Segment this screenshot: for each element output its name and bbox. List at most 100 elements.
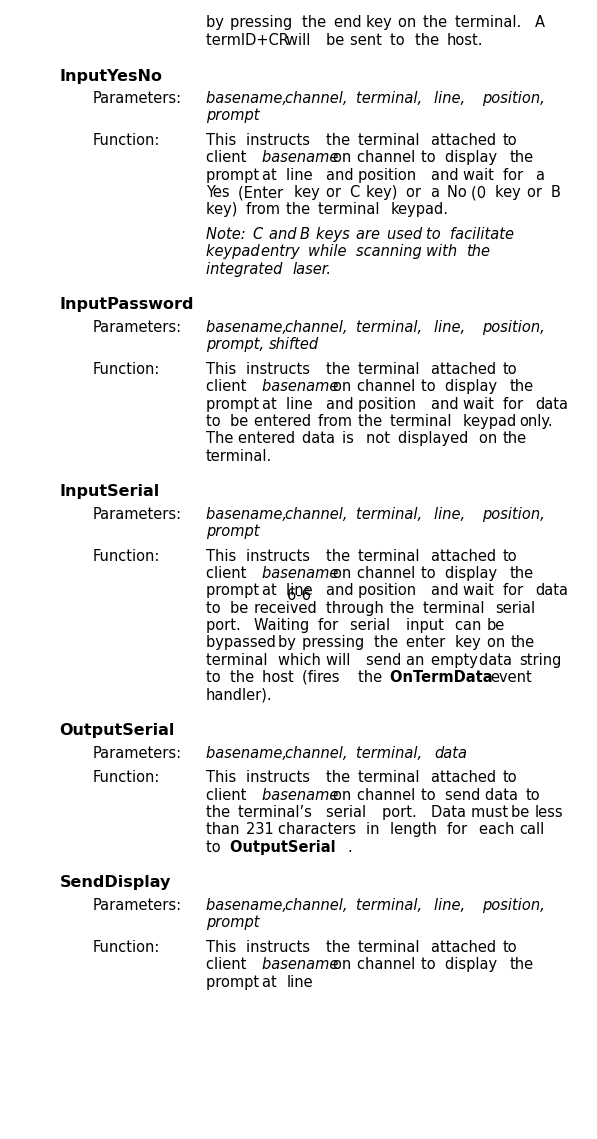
- Text: This: This: [206, 362, 241, 377]
- Text: prompt: prompt: [206, 108, 260, 123]
- Text: client: client: [206, 150, 251, 165]
- Text: line: line: [286, 975, 313, 990]
- Text: bypassed: bypassed: [206, 636, 281, 650]
- Text: the: the: [466, 245, 490, 260]
- Text: the: the: [327, 362, 355, 377]
- Text: terminal: terminal: [318, 203, 384, 218]
- Text: Note:: Note:: [206, 227, 250, 241]
- Text: Parameters:: Parameters:: [93, 507, 181, 522]
- Text: to: to: [503, 549, 518, 564]
- Text: at: at: [262, 583, 282, 598]
- Text: the: the: [390, 600, 419, 616]
- Text: entered: entered: [254, 413, 316, 429]
- Text: prompt: prompt: [206, 975, 264, 990]
- Text: attached: attached: [430, 770, 500, 786]
- Text: length: length: [390, 822, 442, 837]
- Text: InputYesNo: InputYesNo: [60, 68, 163, 83]
- Text: basename,: basename,: [206, 507, 291, 522]
- Text: pressing: pressing: [302, 636, 369, 650]
- Text: InputSerial: InputSerial: [60, 484, 160, 499]
- Text: client: client: [206, 788, 251, 803]
- Text: key): key): [206, 203, 242, 218]
- Text: while: while: [308, 245, 352, 260]
- Text: port.: port.: [383, 805, 422, 820]
- Text: key): key): [367, 185, 402, 200]
- Text: channel,: channel,: [285, 746, 352, 761]
- Text: channel: channel: [357, 379, 420, 394]
- Text: keypad.: keypad.: [390, 203, 448, 218]
- Text: be: be: [487, 618, 505, 633]
- Text: each: each: [479, 822, 519, 837]
- Text: facilitate: facilitate: [450, 227, 514, 241]
- Text: OutputSerial: OutputSerial: [230, 839, 341, 854]
- Text: for: for: [503, 583, 528, 598]
- Text: instructs: instructs: [246, 133, 315, 148]
- Text: prompt,: prompt,: [206, 337, 269, 352]
- Text: be: be: [230, 600, 253, 616]
- Text: This: This: [206, 770, 241, 786]
- Text: and: and: [430, 396, 463, 411]
- Text: through: through: [327, 600, 389, 616]
- Text: key: key: [367, 16, 397, 31]
- Text: to: to: [503, 770, 518, 786]
- Text: wait: wait: [463, 583, 498, 598]
- Text: the: the: [302, 16, 331, 31]
- Text: the: the: [509, 379, 534, 394]
- Text: serial: serial: [327, 805, 371, 820]
- Text: wait: wait: [463, 396, 498, 411]
- Text: terminal: terminal: [358, 770, 424, 786]
- Text: Parameters:: Parameters:: [93, 746, 181, 761]
- Text: a: a: [430, 185, 444, 200]
- Text: basename: basename: [262, 379, 343, 394]
- Text: by: by: [278, 636, 301, 650]
- Text: instructs: instructs: [246, 549, 315, 564]
- Text: terminal,: terminal,: [356, 91, 426, 106]
- Text: terminal: terminal: [206, 653, 272, 667]
- Text: display: display: [445, 379, 502, 394]
- Text: for: for: [503, 396, 528, 411]
- Text: terminal: terminal: [358, 362, 424, 377]
- Text: be: be: [511, 805, 534, 820]
- Text: sent: sent: [350, 33, 387, 48]
- Text: used: used: [387, 227, 427, 241]
- Text: at: at: [262, 396, 282, 411]
- Text: Data: Data: [430, 805, 470, 820]
- Text: terminal,: terminal,: [356, 746, 426, 761]
- Text: position: position: [358, 396, 421, 411]
- Text: to: to: [503, 940, 518, 954]
- Text: keys: keys: [316, 227, 355, 241]
- Text: on: on: [333, 379, 356, 394]
- Text: client: client: [206, 566, 251, 581]
- Text: to: to: [421, 957, 441, 973]
- Text: are: are: [356, 227, 384, 241]
- Text: shifted: shifted: [269, 337, 319, 352]
- Text: scanning: scanning: [356, 245, 426, 260]
- Text: terminal: terminal: [390, 413, 457, 429]
- Text: serial: serial: [350, 618, 395, 633]
- Text: the: the: [327, 133, 355, 148]
- Text: to: to: [421, 150, 441, 165]
- Text: key: key: [294, 185, 325, 200]
- Text: the: the: [423, 16, 451, 31]
- Text: and: and: [430, 583, 463, 598]
- Text: data: data: [479, 653, 516, 667]
- Text: serial: serial: [495, 600, 535, 616]
- Text: channel,: channel,: [285, 507, 352, 522]
- Text: to: to: [421, 379, 441, 394]
- Text: than: than: [206, 822, 244, 837]
- Text: the: the: [509, 957, 534, 973]
- Text: for: for: [503, 167, 528, 182]
- Text: terminal.: terminal.: [206, 449, 272, 464]
- Text: InputPassword: InputPassword: [60, 297, 194, 312]
- Text: entry: entry: [261, 245, 304, 260]
- Text: This: This: [206, 940, 241, 954]
- Text: basename: basename: [262, 957, 343, 973]
- Text: at: at: [262, 975, 282, 990]
- Text: call: call: [519, 822, 544, 837]
- Text: Yes: Yes: [206, 185, 234, 200]
- Text: attached: attached: [430, 549, 500, 564]
- Text: position,: position,: [482, 91, 544, 106]
- Text: integrated: integrated: [206, 262, 287, 277]
- Text: channel,: channel,: [285, 320, 352, 335]
- Text: (fires: (fires: [302, 670, 344, 685]
